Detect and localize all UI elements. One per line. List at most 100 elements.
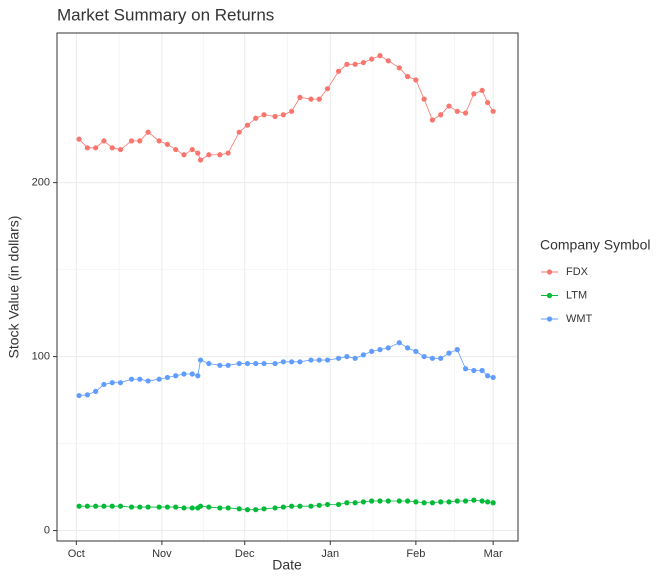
data-point bbox=[421, 500, 427, 506]
data-point bbox=[446, 350, 452, 356]
y-axis-title: Stock Value (in dollars) bbox=[6, 216, 22, 359]
data-point bbox=[297, 359, 303, 365]
data-point bbox=[217, 505, 223, 511]
data-point bbox=[181, 505, 187, 511]
data-point bbox=[93, 145, 99, 151]
data-point bbox=[352, 61, 358, 67]
data-point bbox=[324, 501, 331, 508]
data-point bbox=[128, 376, 135, 382]
data-point bbox=[335, 68, 342, 74]
data-point bbox=[280, 504, 286, 510]
y-tick-label: 100 bbox=[32, 350, 50, 362]
data-point bbox=[344, 353, 350, 360]
data-point bbox=[197, 503, 204, 509]
data-point bbox=[377, 347, 383, 353]
data-point bbox=[438, 499, 444, 505]
data-point bbox=[145, 129, 151, 135]
data-point bbox=[101, 503, 107, 509]
y-tick-label: 0 bbox=[44, 524, 50, 536]
data-point bbox=[377, 498, 383, 504]
data-point bbox=[335, 355, 342, 361]
data-point bbox=[413, 499, 419, 505]
data-point bbox=[236, 506, 242, 512]
data-point bbox=[446, 499, 452, 505]
data-point bbox=[396, 65, 402, 71]
data-point bbox=[454, 498, 460, 504]
data-point bbox=[490, 108, 496, 114]
data-point bbox=[369, 498, 375, 504]
x-axis-title: Date bbox=[272, 557, 302, 573]
data-point bbox=[244, 122, 251, 128]
data-point bbox=[128, 504, 135, 510]
legend-title: Company Symbol bbox=[540, 237, 651, 253]
data-point bbox=[236, 129, 242, 135]
data-point bbox=[76, 392, 82, 399]
data-point bbox=[128, 138, 135, 144]
data-point bbox=[404, 345, 411, 351]
x-tick-label: Feb bbox=[406, 548, 425, 560]
data-point bbox=[164, 374, 171, 381]
data-point bbox=[413, 77, 419, 83]
data-point bbox=[297, 503, 303, 509]
data-point bbox=[109, 503, 115, 509]
data-point bbox=[352, 355, 358, 361]
data-point bbox=[101, 381, 107, 388]
data-point bbox=[485, 99, 491, 106]
data-point bbox=[206, 504, 212, 510]
data-point bbox=[117, 146, 124, 153]
legend-key-point bbox=[546, 316, 553, 322]
data-point bbox=[93, 388, 99, 394]
data-point bbox=[145, 378, 151, 384]
data-point bbox=[308, 503, 314, 509]
data-point bbox=[195, 150, 201, 156]
data-point bbox=[84, 145, 90, 151]
data-point bbox=[156, 138, 162, 144]
data-point bbox=[369, 348, 375, 354]
data-point bbox=[289, 108, 295, 114]
data-point bbox=[109, 145, 115, 151]
data-point bbox=[471, 367, 477, 374]
data-point bbox=[316, 502, 322, 508]
data-point bbox=[76, 503, 82, 509]
data-point bbox=[462, 366, 469, 372]
data-point bbox=[429, 500, 436, 506]
data-point bbox=[385, 498, 391, 504]
data-point bbox=[438, 112, 444, 118]
data-point bbox=[206, 360, 212, 367]
legend-label: FDX bbox=[566, 266, 589, 278]
data-point bbox=[344, 61, 350, 67]
data-point bbox=[84, 503, 90, 509]
data-point bbox=[189, 371, 195, 377]
data-point bbox=[479, 367, 485, 374]
data-point bbox=[164, 141, 171, 147]
legend-label: LTM bbox=[566, 289, 587, 301]
data-point bbox=[280, 359, 286, 365]
data-point bbox=[479, 87, 485, 94]
data-point bbox=[137, 376, 143, 382]
data-point bbox=[429, 355, 436, 361]
x-tick-label: Nov bbox=[152, 548, 172, 560]
data-point bbox=[117, 503, 124, 509]
legend-key-point bbox=[546, 292, 553, 299]
data-point bbox=[225, 362, 231, 368]
data-point bbox=[344, 500, 350, 506]
x-tick-label: Oct bbox=[68, 548, 85, 560]
data-point bbox=[197, 157, 204, 163]
data-point bbox=[280, 112, 286, 118]
data-point bbox=[369, 56, 375, 62]
data-point bbox=[173, 504, 179, 510]
data-point bbox=[413, 348, 419, 354]
data-point bbox=[471, 497, 477, 503]
data-point bbox=[272, 505, 278, 511]
data-point bbox=[76, 136, 82, 142]
data-point bbox=[335, 501, 342, 508]
plot-border bbox=[56, 32, 519, 542]
data-point bbox=[225, 505, 231, 511]
data-point bbox=[244, 507, 251, 513]
data-point bbox=[289, 359, 295, 365]
chart-title: Market Summary on Returns bbox=[57, 5, 274, 24]
data-point bbox=[272, 360, 278, 367]
x-tick-label: Dec bbox=[235, 548, 255, 560]
data-point bbox=[225, 150, 231, 156]
